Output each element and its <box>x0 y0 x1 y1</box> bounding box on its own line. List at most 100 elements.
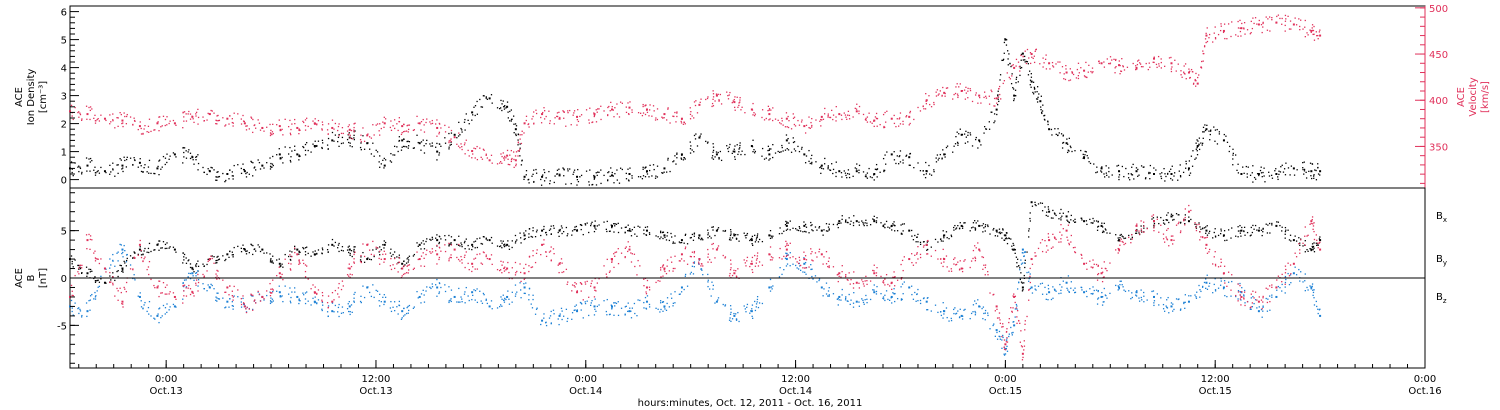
density-sample <box>603 174 605 177</box>
bx-sample <box>112 272 114 274</box>
velocity-sample <box>98 120 101 122</box>
density-sample <box>403 138 405 140</box>
by-sample <box>1184 294 1186 296</box>
velocity-sample <box>525 115 528 117</box>
velocity-sample <box>448 141 450 144</box>
velocity-sample <box>147 125 150 127</box>
bx-sample <box>560 225 563 227</box>
bz-point <box>558 262 561 265</box>
bx-sample <box>1243 230 1245 233</box>
by-sample <box>822 295 824 297</box>
bz-sample <box>423 257 425 260</box>
velocity-sample <box>1115 65 1117 68</box>
density-sample <box>78 165 80 167</box>
bz-sample <box>376 247 379 249</box>
density-sample <box>1070 146 1072 149</box>
bx-sample <box>246 250 248 252</box>
velocity-sample <box>1051 61 1054 64</box>
velocity-sample <box>693 117 695 119</box>
bx-sample <box>852 222 855 224</box>
bx-sample <box>406 258 408 260</box>
density-sample <box>1237 172 1240 174</box>
velocity-sample <box>517 141 520 143</box>
velocity-sample <box>252 118 254 121</box>
density-sample <box>133 157 135 159</box>
by-sample <box>116 252 118 254</box>
by-sample <box>192 275 194 277</box>
bz-point <box>401 267 404 270</box>
density-axis-label-line-1: ACE <box>14 87 25 107</box>
bx-sample <box>779 227 781 229</box>
bx-sample <box>511 240 513 242</box>
by-sample <box>1052 286 1054 288</box>
by-sample <box>252 295 254 297</box>
bx-sample <box>1243 226 1246 228</box>
bx-sample <box>900 233 903 235</box>
by-sample <box>797 268 800 270</box>
by-sample <box>347 303 349 305</box>
velocity-sample <box>905 115 908 117</box>
density-sample <box>117 172 119 175</box>
density-sample <box>556 173 559 175</box>
bz-sample <box>459 260 461 262</box>
bx-sample <box>1095 220 1098 222</box>
by-sample <box>310 304 312 306</box>
velocity-sample <box>684 123 686 125</box>
density-sample <box>316 145 318 148</box>
density-sample <box>240 167 242 170</box>
by-sample <box>1102 296 1104 298</box>
bx-sample <box>503 244 505 246</box>
by-sample <box>182 298 184 300</box>
bx-sample <box>873 215 875 218</box>
by-sample <box>540 323 542 326</box>
bx-sample <box>333 245 335 247</box>
bx-sample <box>1284 230 1287 233</box>
density-sample <box>779 151 781 153</box>
by-sample <box>1101 296 1103 298</box>
bx-sample <box>611 226 613 228</box>
bx-sample <box>528 228 531 230</box>
density-sample <box>203 171 206 174</box>
bx-sample <box>828 228 830 230</box>
by-sample <box>768 287 770 289</box>
by-sample <box>1019 269 1021 271</box>
bx-sample <box>1072 220 1075 222</box>
bx-sample <box>770 235 773 237</box>
bx-sample <box>1239 232 1242 234</box>
by-sample <box>975 302 977 305</box>
by-sample <box>888 299 891 301</box>
velocity-sample <box>504 155 506 158</box>
velocity-sample <box>794 125 797 127</box>
by-sample <box>1016 308 1018 310</box>
by-sample <box>154 318 156 320</box>
density-sample <box>197 162 200 165</box>
bx-sample <box>837 222 839 224</box>
velocity-sample <box>854 107 856 110</box>
by-sample <box>655 307 657 309</box>
velocity-sample <box>963 89 966 91</box>
bx-sample <box>1214 236 1217 238</box>
by-sample <box>1104 294 1107 296</box>
by-point <box>313 300 316 303</box>
bz-sample <box>353 258 355 260</box>
bz-point <box>1030 258 1033 261</box>
velocity-sample <box>1258 19 1260 22</box>
velocity-sample <box>876 117 879 120</box>
by-sample <box>912 298 915 300</box>
density-sample <box>651 175 653 177</box>
bz-sample <box>372 240 374 243</box>
by-sample <box>571 318 573 320</box>
by-point <box>331 310 334 313</box>
by-sample <box>1070 287 1072 289</box>
bx-sample <box>911 235 913 237</box>
bz-point <box>663 267 666 270</box>
velocity-sample <box>1175 70 1177 72</box>
by-point <box>121 248 124 251</box>
bx-point <box>488 239 491 242</box>
bx-sample <box>816 229 818 231</box>
density-sample <box>389 160 392 162</box>
velocity-sample <box>772 119 774 122</box>
bz-point <box>173 295 176 298</box>
velocity-sample <box>1299 29 1301 31</box>
bx-sample <box>679 242 681 244</box>
